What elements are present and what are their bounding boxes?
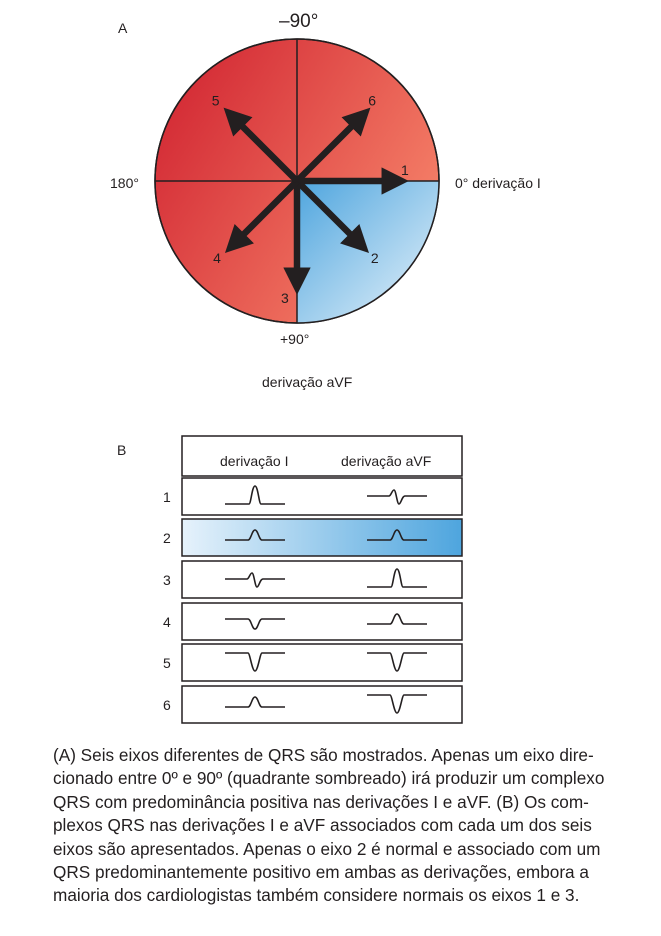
caption-line: QRS predominantemente positivo em ambas … [53, 862, 589, 883]
table-row-box [181, 602, 463, 641]
lead-avf-complex [367, 613, 427, 625]
lead-avf-complex [367, 652, 427, 672]
table-row: 3 [163, 560, 463, 599]
lead-avf-complex [367, 489, 427, 505]
column-header-lead-i: derivação I [220, 453, 289, 469]
angle-0-lead-i-label: 0° derivação I [455, 175, 541, 191]
axis-arrow-2 [294, 178, 370, 254]
axis-arrow-label-1: 1 [401, 162, 409, 178]
caption-line: plexos QRS nas derivações I e aVF associ… [53, 815, 592, 836]
axis-arrow-label-5: 5 [212, 93, 220, 109]
lead-i-complex [225, 572, 285, 588]
row-number: 3 [163, 572, 171, 588]
lead-i-complex [225, 529, 285, 541]
lead-i-complex [225, 485, 285, 505]
caption-line: maioria dos cardiologistas também consid… [53, 885, 580, 906]
angle-minus-90-label: –90° [279, 11, 319, 32]
table-row-box [181, 685, 463, 724]
axis-arrow-label-3: 3 [281, 290, 289, 306]
row-number: 6 [163, 697, 171, 713]
axis-arrow-6 [294, 107, 371, 184]
table-row: 1 [163, 477, 463, 516]
column-header-lead-avf: derivação aVF [341, 453, 432, 469]
lead-avf-complex [367, 568, 427, 588]
lead-avf-complex [367, 529, 427, 541]
axis-arrow-label-6: 6 [368, 93, 376, 109]
lead-i-complex [225, 652, 285, 672]
table-row: 2 [163, 518, 463, 557]
panel-b-label: B [117, 442, 127, 458]
caption-line: cionado entre 0º e 90º (quadrante sombre… [53, 768, 605, 789]
table-row-box [181, 643, 463, 682]
row-number: 4 [163, 614, 171, 630]
caption-line: eixos são apresentados. Apenas o eixo 2 … [53, 838, 601, 859]
lead-avf-complex [367, 694, 427, 714]
axis-arrow-label-2: 2 [371, 250, 379, 266]
panel-a-label: A [118, 20, 128, 36]
table-row-box [181, 477, 463, 516]
axis-arrow-5 [223, 107, 300, 184]
table-row: 5 [163, 643, 463, 682]
table-row: 4 [163, 602, 463, 641]
row-number: 5 [163, 655, 171, 671]
caption-line: QRS com predominância positiva nas deriv… [53, 791, 589, 812]
axis-arrow-4 [224, 178, 300, 254]
table-row-highlight [181, 518, 463, 557]
lead-avf-label: derivação aVF [262, 374, 353, 390]
table-row-box [181, 560, 463, 599]
axis-arrow-label-4: 4 [213, 250, 221, 266]
angle-plus-90-label: +90° [280, 331, 310, 347]
axis-circle-diagram: 1 2 3 4 5 6 [154, 38, 440, 324]
lead-i-complex [225, 696, 285, 708]
caption-line: (A) Seis eixos diferentes de QRS são mos… [53, 745, 594, 765]
lead-i-complex [225, 618, 285, 630]
figure-caption: (A) Seis eixos diferentes de QRS são mos… [53, 744, 633, 908]
row-number: 1 [163, 489, 171, 505]
row-number: 2 [163, 530, 171, 546]
angle-180-label: 180° [110, 175, 139, 191]
table-row: 6 [163, 685, 463, 724]
